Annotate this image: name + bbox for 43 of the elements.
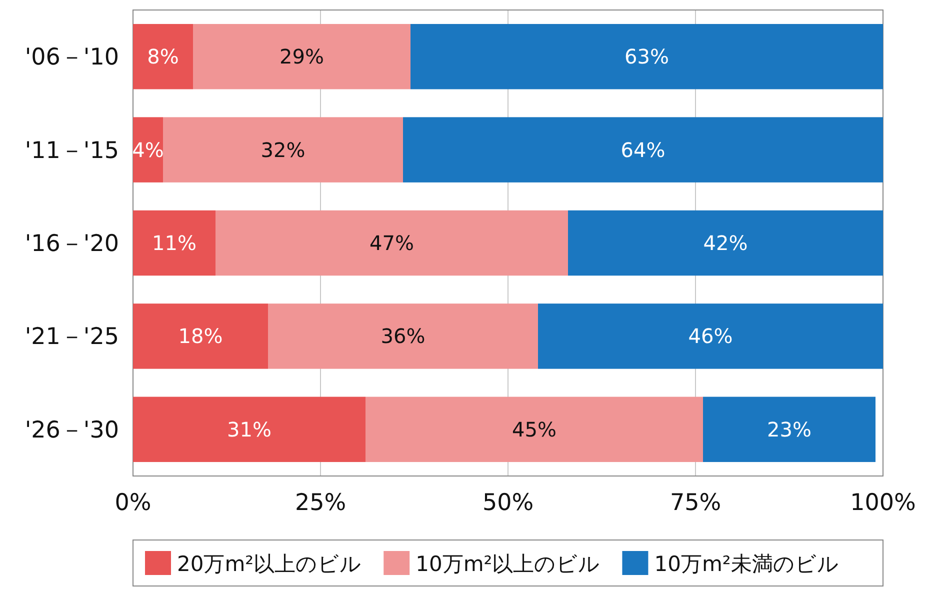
- bar: [133, 304, 268, 369]
- bar: [703, 396, 876, 462]
- data-label: 29%: [280, 44, 324, 69]
- y-tick-label: '21－'25: [24, 324, 119, 350]
- data-label: 45%: [512, 417, 556, 442]
- y-tick-label: '06－'10: [24, 44, 119, 71]
- bar: [568, 210, 883, 276]
- data-label: 36%: [380, 324, 426, 348]
- y-tick-label: '11－'15: [24, 138, 119, 164]
- data-label: 23%: [767, 417, 812, 442]
- bar: [410, 24, 883, 90]
- bar: [163, 117, 403, 182]
- x-tick-label: 0%: [114, 490, 152, 516]
- data-label: 4%: [132, 138, 164, 162]
- data-label: 63%: [624, 44, 669, 69]
- x-tick-label: 50%: [482, 490, 534, 516]
- x-tick-label: 100%: [850, 490, 916, 516]
- bar: [133, 117, 163, 182]
- data-label: 31%: [227, 417, 272, 442]
- legend-label: 10万m²未満のビル: [654, 552, 839, 576]
- data-label: 42%: [703, 231, 748, 255]
- bar: [216, 210, 568, 276]
- data-label: 8%: [147, 44, 179, 69]
- bar: [133, 210, 216, 276]
- bar: [268, 304, 538, 369]
- data-label: 18%: [178, 324, 223, 348]
- legend-label: 10万m²以上のビル: [416, 552, 600, 576]
- bar: [193, 24, 410, 90]
- legend-label: 20万m²以上のビル: [177, 552, 362, 576]
- bar: [403, 117, 883, 182]
- y-tick-label: '16－'20: [24, 231, 119, 257]
- bar: [133, 396, 366, 462]
- bar: [366, 396, 703, 462]
- data-label: 64%: [620, 138, 666, 162]
- x-tick-label: 75%: [670, 490, 722, 516]
- data-label: 32%: [260, 138, 306, 162]
- x-tick-label: 25%: [294, 490, 346, 516]
- data-label: 11%: [152, 231, 196, 255]
- bar: [133, 24, 193, 90]
- bar: [538, 304, 883, 369]
- data-label: 46%: [688, 324, 733, 348]
- data-label: 47%: [370, 231, 414, 255]
- y-tick-label: '26－'30: [24, 417, 119, 444]
